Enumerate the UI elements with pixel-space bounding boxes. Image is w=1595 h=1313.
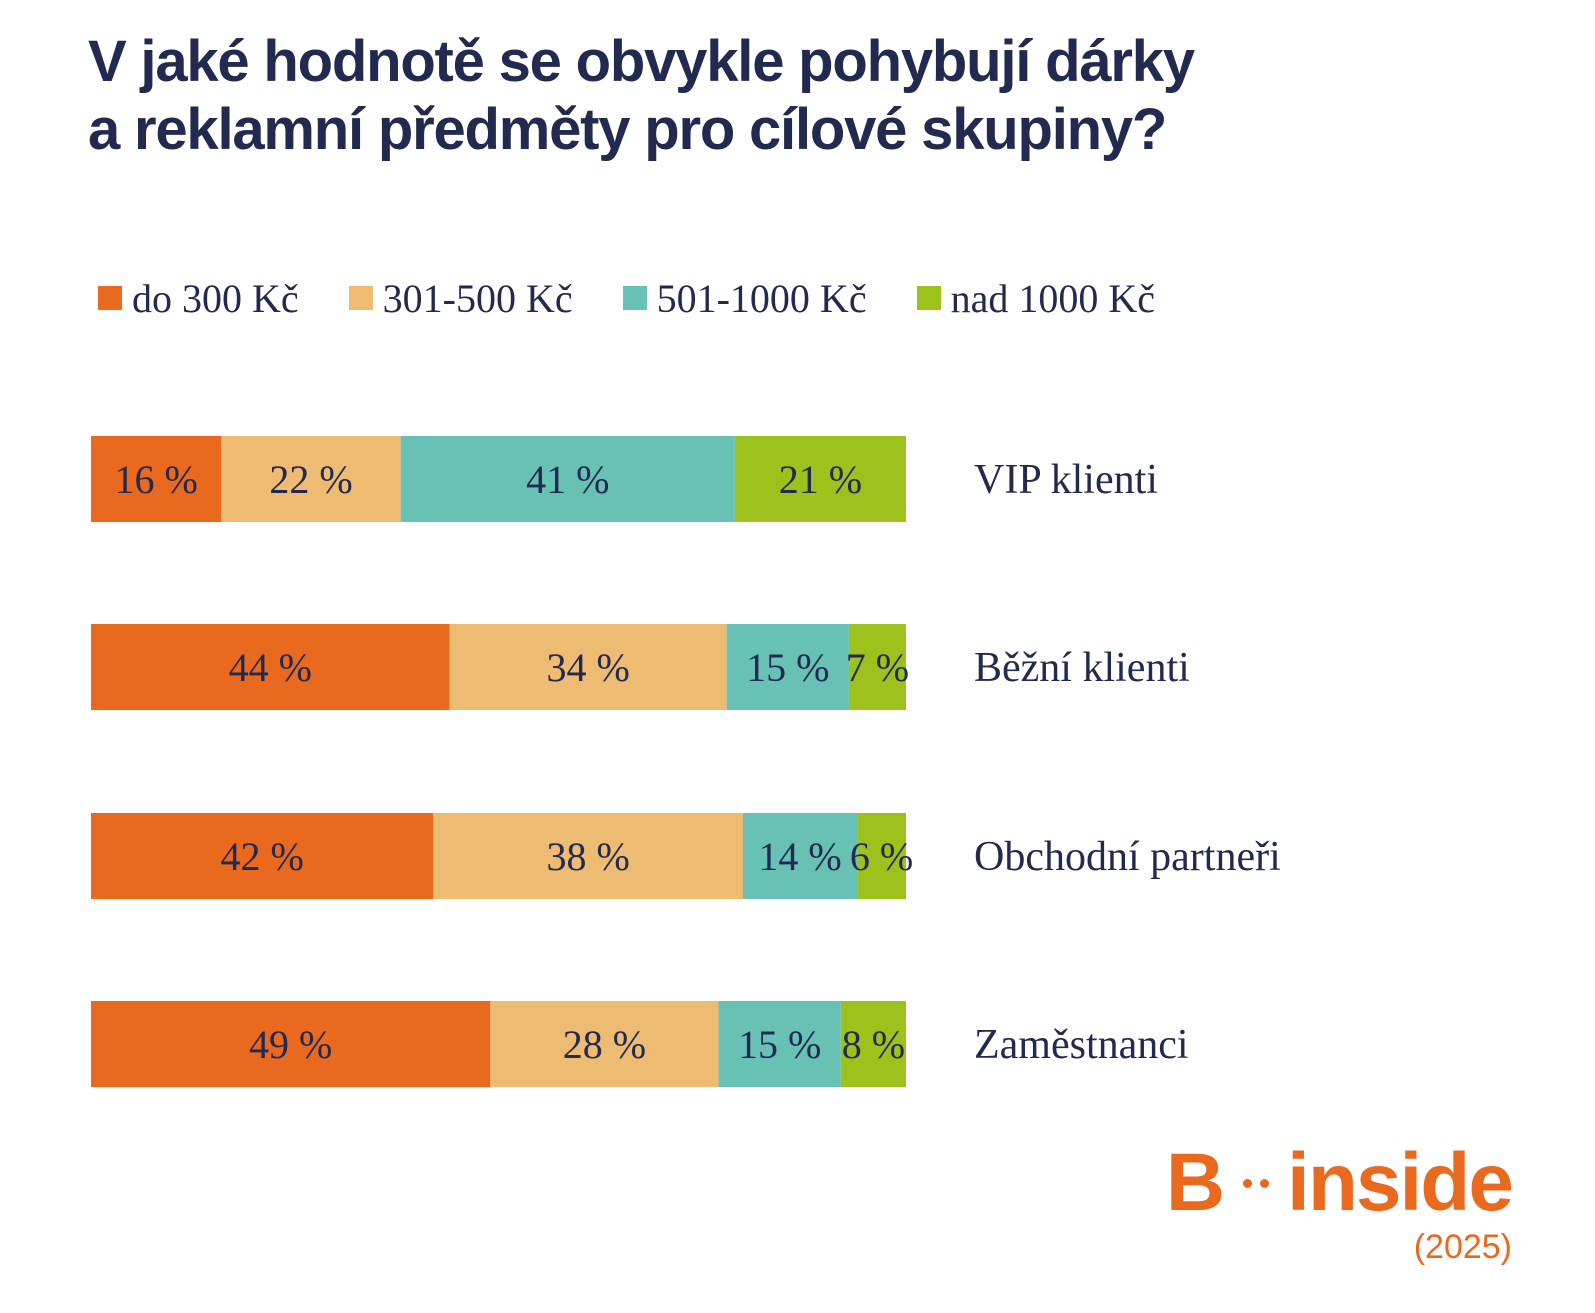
bar-segment [433, 813, 743, 899]
legend: do 300 Kč 301-500 Kč 501-1000 Kč nad 100… [98, 268, 1205, 328]
legend-label: do 300 Kč [132, 275, 299, 321]
legend-swatch [622, 286, 647, 310]
brand-logo-letter: B [1165, 1137, 1225, 1228]
chart-title-line-1: V jaké hodnotě se obvykle pohybují dárky [88, 29, 1195, 94]
legend-swatch [348, 286, 373, 310]
bar-segment [449, 624, 727, 710]
bar-segment [857, 813, 906, 899]
data-label: 49 % [249, 1022, 332, 1067]
data-label: 6 % [850, 834, 913, 879]
legend-label: 501-1000 Kč [656, 275, 867, 321]
data-label: 7 % [846, 645, 909, 690]
brand-logo-wordmark: B inside [1140, 1137, 1514, 1228]
legend-item: do 300 Kč [98, 275, 299, 322]
legend-label: 301-500 Kč [382, 275, 573, 321]
data-label: 42 % [220, 834, 303, 879]
data-label: 34 % [546, 645, 629, 690]
legend-item: nad 1000 Kč [916, 275, 1155, 322]
legend-item: 301-500 Kč [348, 275, 573, 322]
chart-title-line-2: a reklamní předměty pro cílové skupiny? [88, 97, 1167, 162]
legend-label: nad 1000 Kč [950, 275, 1155, 321]
data-label: 44 % [229, 645, 312, 690]
category-label: Zaměstnanci [974, 1022, 1189, 1068]
data-label: 22 % [269, 457, 352, 502]
bar-segment [91, 624, 450, 710]
brand-logo-year: (2025) [1413, 1228, 1512, 1266]
bar-segment [840, 1001, 906, 1087]
bar-segment [490, 1001, 719, 1087]
bar-segment [91, 1001, 491, 1087]
chart-title: V jaké hodnotě se obvykle pohybují dárky… [88, 28, 1388, 164]
bar-segment [400, 436, 735, 522]
data-label: 38 % [546, 834, 629, 879]
bar-segment [726, 624, 849, 710]
category-label: Běžní klienti [974, 645, 1190, 691]
brand-logo-word: inside [1287, 1137, 1514, 1228]
bar-segment [91, 813, 434, 899]
data-label: 41 % [526, 457, 609, 502]
category-label: Obchodní partneři [974, 834, 1281, 880]
bar-segment [734, 436, 906, 522]
legend-swatch [98, 286, 122, 310]
data-label: 21 % [779, 457, 862, 502]
data-label: 14 % [758, 834, 841, 879]
bar-segment [743, 813, 858, 899]
brand-logo: B inside (2025) [1140, 1137, 1514, 1267]
bar-segment [718, 1001, 841, 1087]
bar-segment [221, 436, 401, 522]
data-label: 8 % [842, 1022, 905, 1067]
data-label: 28 % [563, 1022, 646, 1067]
data-label: 16 % [115, 457, 198, 502]
legend-swatch [916, 286, 941, 310]
brand-logo-dots-icon [1239, 1178, 1273, 1188]
category-label: VIP klienti [974, 457, 1158, 503]
bar-segment [91, 436, 222, 522]
data-label: 15 % [746, 645, 829, 690]
bar-segment [848, 624, 906, 710]
legend-item: 501-1000 Kč [622, 275, 867, 322]
data-label: 15 % [738, 1022, 821, 1067]
